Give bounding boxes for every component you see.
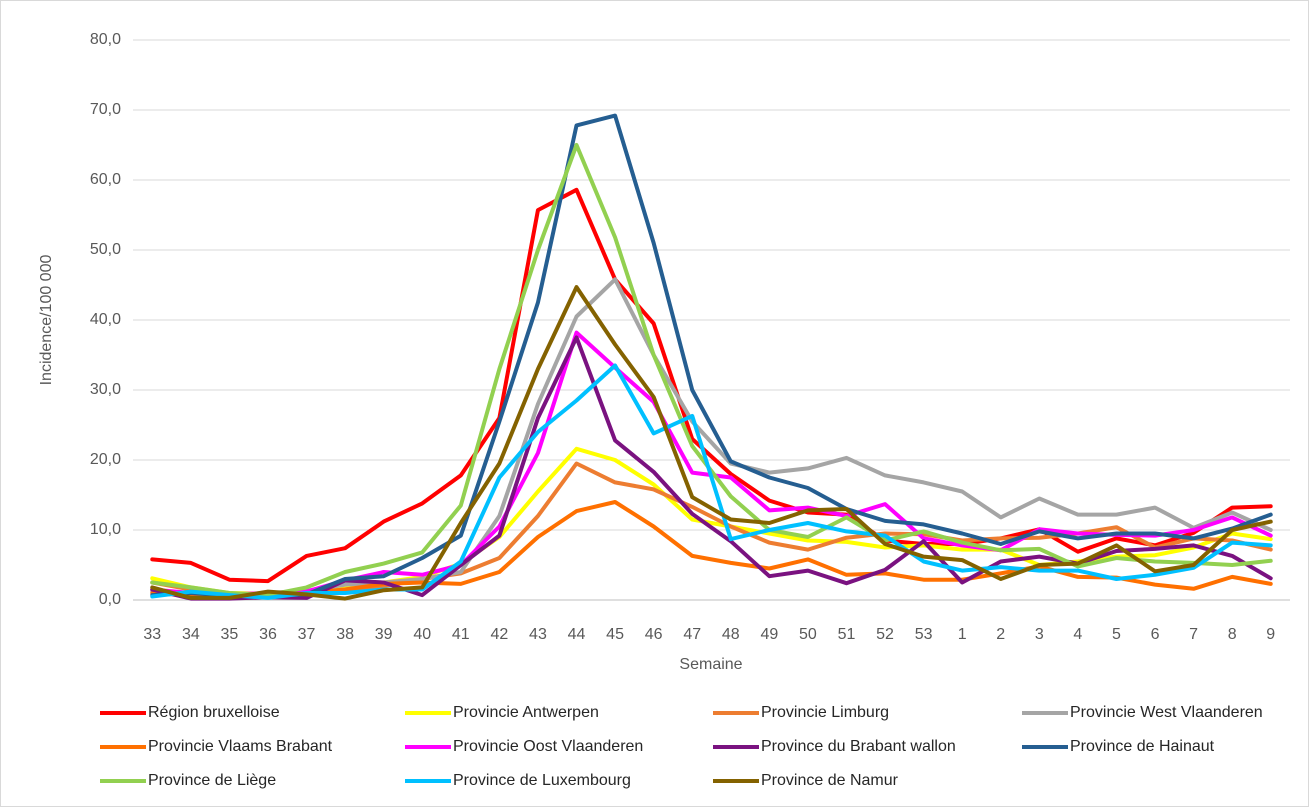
x-tick-label: 35 <box>221 626 239 643</box>
x-tick-label: 36 <box>259 626 277 643</box>
legend-label: Provincie Limburg <box>761 704 889 721</box>
x-tick-label: 43 <box>529 626 547 643</box>
y-tick-label: 0,0 <box>99 591 121 608</box>
legend-label: Provincie Antwerpen <box>453 704 599 721</box>
x-axis-title: Semaine <box>679 656 742 673</box>
legend-label: Province de Luxembourg <box>453 772 631 789</box>
x-tick-label: 42 <box>490 626 508 643</box>
series-line <box>150 113 1273 598</box>
x-tick-label: 37 <box>298 626 316 643</box>
x-tick-label: 5 <box>1112 626 1121 643</box>
series-line <box>150 187 1273 584</box>
x-tick-label: 45 <box>606 626 624 643</box>
legend-label: Province de Namur <box>761 772 899 789</box>
x-tick-label: 50 <box>799 626 817 643</box>
x-tick-label: 51 <box>838 626 856 643</box>
x-tick-label: 52 <box>876 626 894 643</box>
y-tick-label: 60,0 <box>90 171 121 188</box>
x-tick-label: 38 <box>336 626 354 643</box>
y-tick-label: 80,0 <box>90 31 121 48</box>
y-tick-label: 20,0 <box>90 451 121 468</box>
legend: Région bruxelloise Provincie Antwerpen Pro… <box>100 704 1263 789</box>
y-axis-title: Incidence/100 000 <box>38 255 55 386</box>
x-tick-label: 8 <box>1228 626 1237 643</box>
x-tick-label: 9 <box>1266 626 1275 643</box>
series-line <box>150 285 1273 601</box>
x-tick-label: 4 <box>1073 626 1082 643</box>
series-line <box>150 500 1273 599</box>
y-tick-label: 30,0 <box>90 381 121 398</box>
legend-label: Provincie Oost Vlaanderen <box>453 738 643 755</box>
x-tick-label: 3 <box>1035 626 1044 643</box>
series-line <box>150 277 1273 598</box>
x-tick-label: 46 <box>645 626 663 643</box>
y-tick-label: 70,0 <box>90 101 121 118</box>
x-tick-label: 41 <box>452 626 470 643</box>
x-tick-label: 48 <box>722 626 740 643</box>
series-line <box>150 363 1273 600</box>
x-tick-label: 7 <box>1189 626 1198 643</box>
x-tick-label: 2 <box>996 626 1005 643</box>
x-tick-label: 40 <box>413 626 431 643</box>
x-tick-label: 33 <box>143 626 161 643</box>
legend-label: Région bruxelloise <box>148 704 280 721</box>
legend-label: Provincie Vlaams Brabant <box>148 738 333 755</box>
x-tick-label: 1 <box>958 626 967 643</box>
x-tick-label: 39 <box>375 626 393 643</box>
x-tick-label: 34 <box>182 626 200 643</box>
legend-label: Province de Hainaut <box>1070 738 1215 755</box>
x-tick-label: 44 <box>568 626 586 643</box>
y-tick-label: 10,0 <box>90 521 121 538</box>
legend-label: Provincie West Vlaanderen <box>1070 704 1263 721</box>
x-tick-label: 49 <box>760 626 778 643</box>
legend-label: Province de Liège <box>148 772 276 789</box>
x-tick-label: 47 <box>683 626 701 643</box>
x-tick-label: 53 <box>915 626 933 643</box>
y-tick-label: 40,0 <box>90 311 121 328</box>
legend-label: Province du Brabant wallon <box>761 738 956 755</box>
x-tick-label: 6 <box>1151 626 1160 643</box>
y-tick-label: 50,0 <box>90 241 121 258</box>
